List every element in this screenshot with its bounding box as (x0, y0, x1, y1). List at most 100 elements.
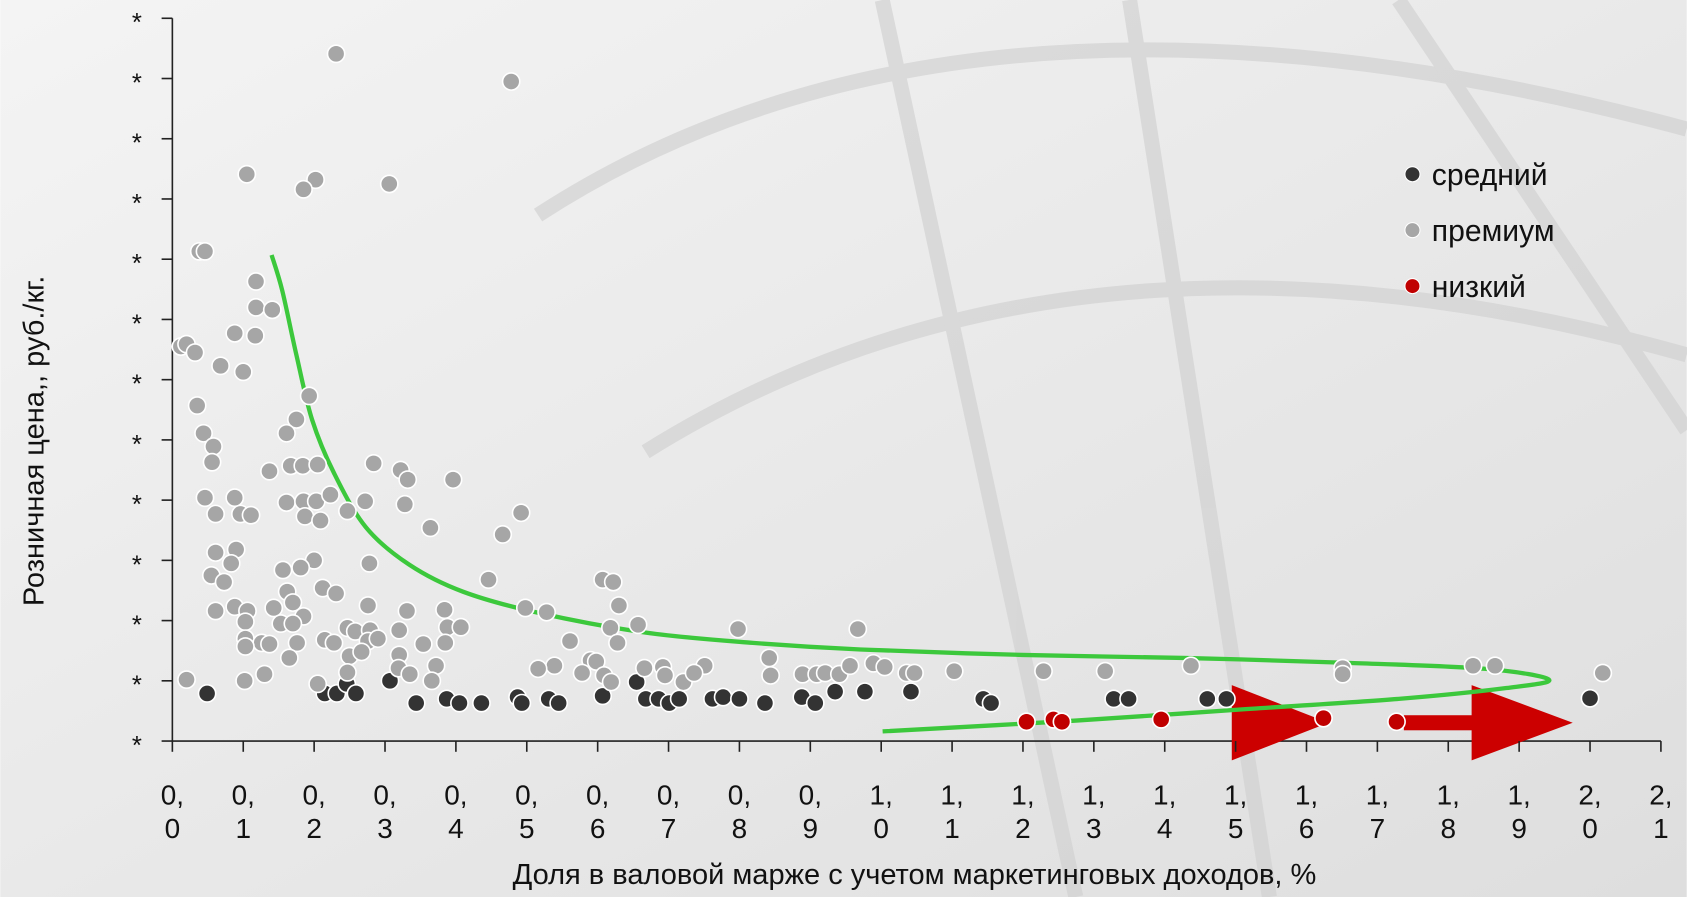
point (325, 634, 342, 651)
point (256, 666, 273, 683)
x-tick-label-box: 0, 8 (702, 779, 777, 854)
point (278, 494, 295, 511)
point (451, 694, 468, 711)
point (327, 45, 344, 62)
legend-label: средний (1432, 159, 1548, 192)
point (762, 667, 779, 684)
y-tick-label: * (132, 69, 142, 97)
x-tick-label: 0, 3 (347, 779, 422, 846)
legend-label: премиум (1432, 215, 1555, 248)
point (369, 630, 386, 647)
x-tick-label-box: 0, 5 (489, 779, 564, 854)
point (196, 489, 213, 506)
y-tick-label: * (132, 732, 142, 760)
point (247, 273, 264, 290)
x-axis-title: Доля в валовой марже с учетом маркетинго… (513, 859, 1317, 891)
point (238, 166, 255, 183)
point (399, 471, 416, 488)
x-tick-label-box: 1, 4 (1127, 779, 1202, 854)
x-tick-label-box: 1, 3 (1056, 779, 1131, 854)
point (339, 664, 356, 681)
point (841, 657, 858, 674)
x-tick-label-box: 1, 7 (1340, 779, 1415, 854)
point (807, 694, 824, 711)
point (205, 438, 222, 455)
point (876, 658, 893, 675)
x-tick-label-box: 0, 9 (773, 779, 848, 854)
point (261, 463, 278, 480)
point (1097, 663, 1114, 680)
legend-marker (1405, 223, 1420, 238)
x-tick-label-box: 0, 6 (560, 779, 635, 854)
x-tick-label: 0, 4 (418, 779, 493, 846)
point (982, 694, 999, 711)
point (274, 561, 291, 578)
point (381, 175, 398, 192)
point (1334, 666, 1351, 683)
x-tick-label: 0, 1 (206, 779, 281, 846)
x-tick-label-box: 2, 0 (1552, 779, 1627, 854)
point (295, 181, 312, 198)
x-tick-label: 1, 3 (1056, 779, 1131, 846)
point (1581, 690, 1598, 707)
point (480, 571, 497, 588)
point (423, 672, 440, 689)
point (264, 301, 281, 318)
point (1120, 690, 1137, 707)
x-tick-label: 0, 7 (631, 779, 706, 846)
legend-label: низкий (1432, 271, 1526, 304)
point (237, 613, 254, 630)
point (603, 673, 620, 690)
point (715, 688, 732, 705)
x-tick-label: 0, 8 (702, 779, 777, 846)
point (353, 643, 370, 660)
point (196, 243, 213, 260)
point (609, 634, 626, 651)
x-tick-label: 0, 9 (773, 779, 848, 846)
point (530, 660, 547, 677)
x-tick-label-box: 1, 8 (1411, 779, 1486, 854)
point (359, 597, 376, 614)
point (247, 299, 264, 316)
point (513, 504, 530, 521)
point (517, 599, 534, 616)
x-tick-label: 1, 9 (1481, 779, 1556, 846)
point (1182, 657, 1199, 674)
point (189, 397, 206, 414)
y-tick-label: * (132, 611, 142, 639)
point (452, 619, 469, 636)
point (247, 327, 264, 344)
point (365, 455, 382, 472)
point (284, 615, 301, 632)
x-tick-label: 2, 1 (1623, 779, 1687, 846)
x-tick-label: 0, 0 (135, 779, 210, 846)
point (237, 638, 254, 655)
y-tick-label: * (132, 672, 142, 700)
legend-marker (1405, 167, 1420, 182)
page: {"chart_data": {"type": "scatter", "xlab… (0, 0, 1687, 897)
point (312, 512, 329, 529)
point (671, 690, 688, 707)
point (401, 666, 418, 683)
point (396, 496, 413, 513)
point (1153, 711, 1170, 728)
x-tick-label: 1, 0 (844, 779, 919, 846)
point (1486, 657, 1503, 674)
background (0, 0, 1686, 897)
point (629, 616, 646, 633)
y-axis-title: Розничная цена,, руб./кг. (18, 276, 50, 606)
point (203, 454, 220, 471)
point (236, 672, 253, 689)
point (902, 683, 919, 700)
point (415, 635, 432, 652)
point (278, 425, 295, 442)
point (309, 675, 326, 692)
point (391, 622, 408, 639)
x-tick-label: 0, 2 (276, 779, 351, 846)
point (856, 683, 873, 700)
point (494, 526, 511, 543)
point (1464, 657, 1481, 674)
point (550, 694, 567, 711)
y-tick-label: * (132, 431, 142, 459)
point (827, 683, 844, 700)
